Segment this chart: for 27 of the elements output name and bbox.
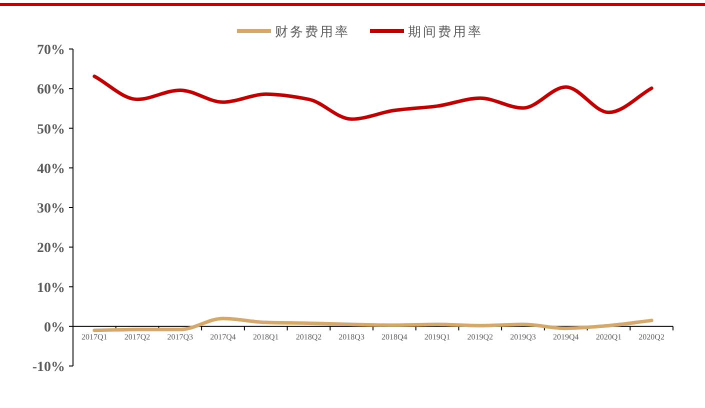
x-tick-label: 2018Q4 <box>382 332 408 342</box>
legend-label: 财务费用率 <box>275 24 350 40</box>
line-series <box>92 74 654 121</box>
x-tick-label: 2019Q2 <box>467 332 494 342</box>
y-tick-label: 0% <box>44 320 65 336</box>
y-tick-label: 70% <box>37 43 65 58</box>
y-tick-label: 30% <box>37 202 65 216</box>
x-tick-label: 2017Q4 <box>210 332 236 342</box>
y-tick-label: -10% <box>32 360 65 375</box>
x-tick-label: 2020Q1 <box>596 332 622 342</box>
y-tick-label: 50% <box>37 122 65 138</box>
x-tick-label: 2018Q2 <box>296 332 322 342</box>
legend-label: 期间费用率 <box>408 24 483 40</box>
x-tick-label: 2019Q3 <box>510 332 536 342</box>
x-tick-label: 2019Q1 <box>424 332 450 342</box>
y-tick-label: 40% <box>37 162 65 177</box>
line-series <box>92 316 654 332</box>
y-tick-label: 20% <box>37 241 65 256</box>
x-tick-label: 2017Q1 <box>82 332 108 342</box>
x-tick-label: 2017Q3 <box>167 332 194 342</box>
x-tick-label: 2020Q2 <box>638 332 664 342</box>
x-tick-label: 2017Q2 <box>124 332 150 342</box>
x-tick-label: 2018Q3 <box>338 332 364 342</box>
y-tick-label: 60% <box>37 82 65 98</box>
y-tick-label: 10% <box>37 280 65 296</box>
x-tick-label: 2018Q1 <box>252 332 279 342</box>
x-tick-label: 2019Q4 <box>552 332 579 342</box>
